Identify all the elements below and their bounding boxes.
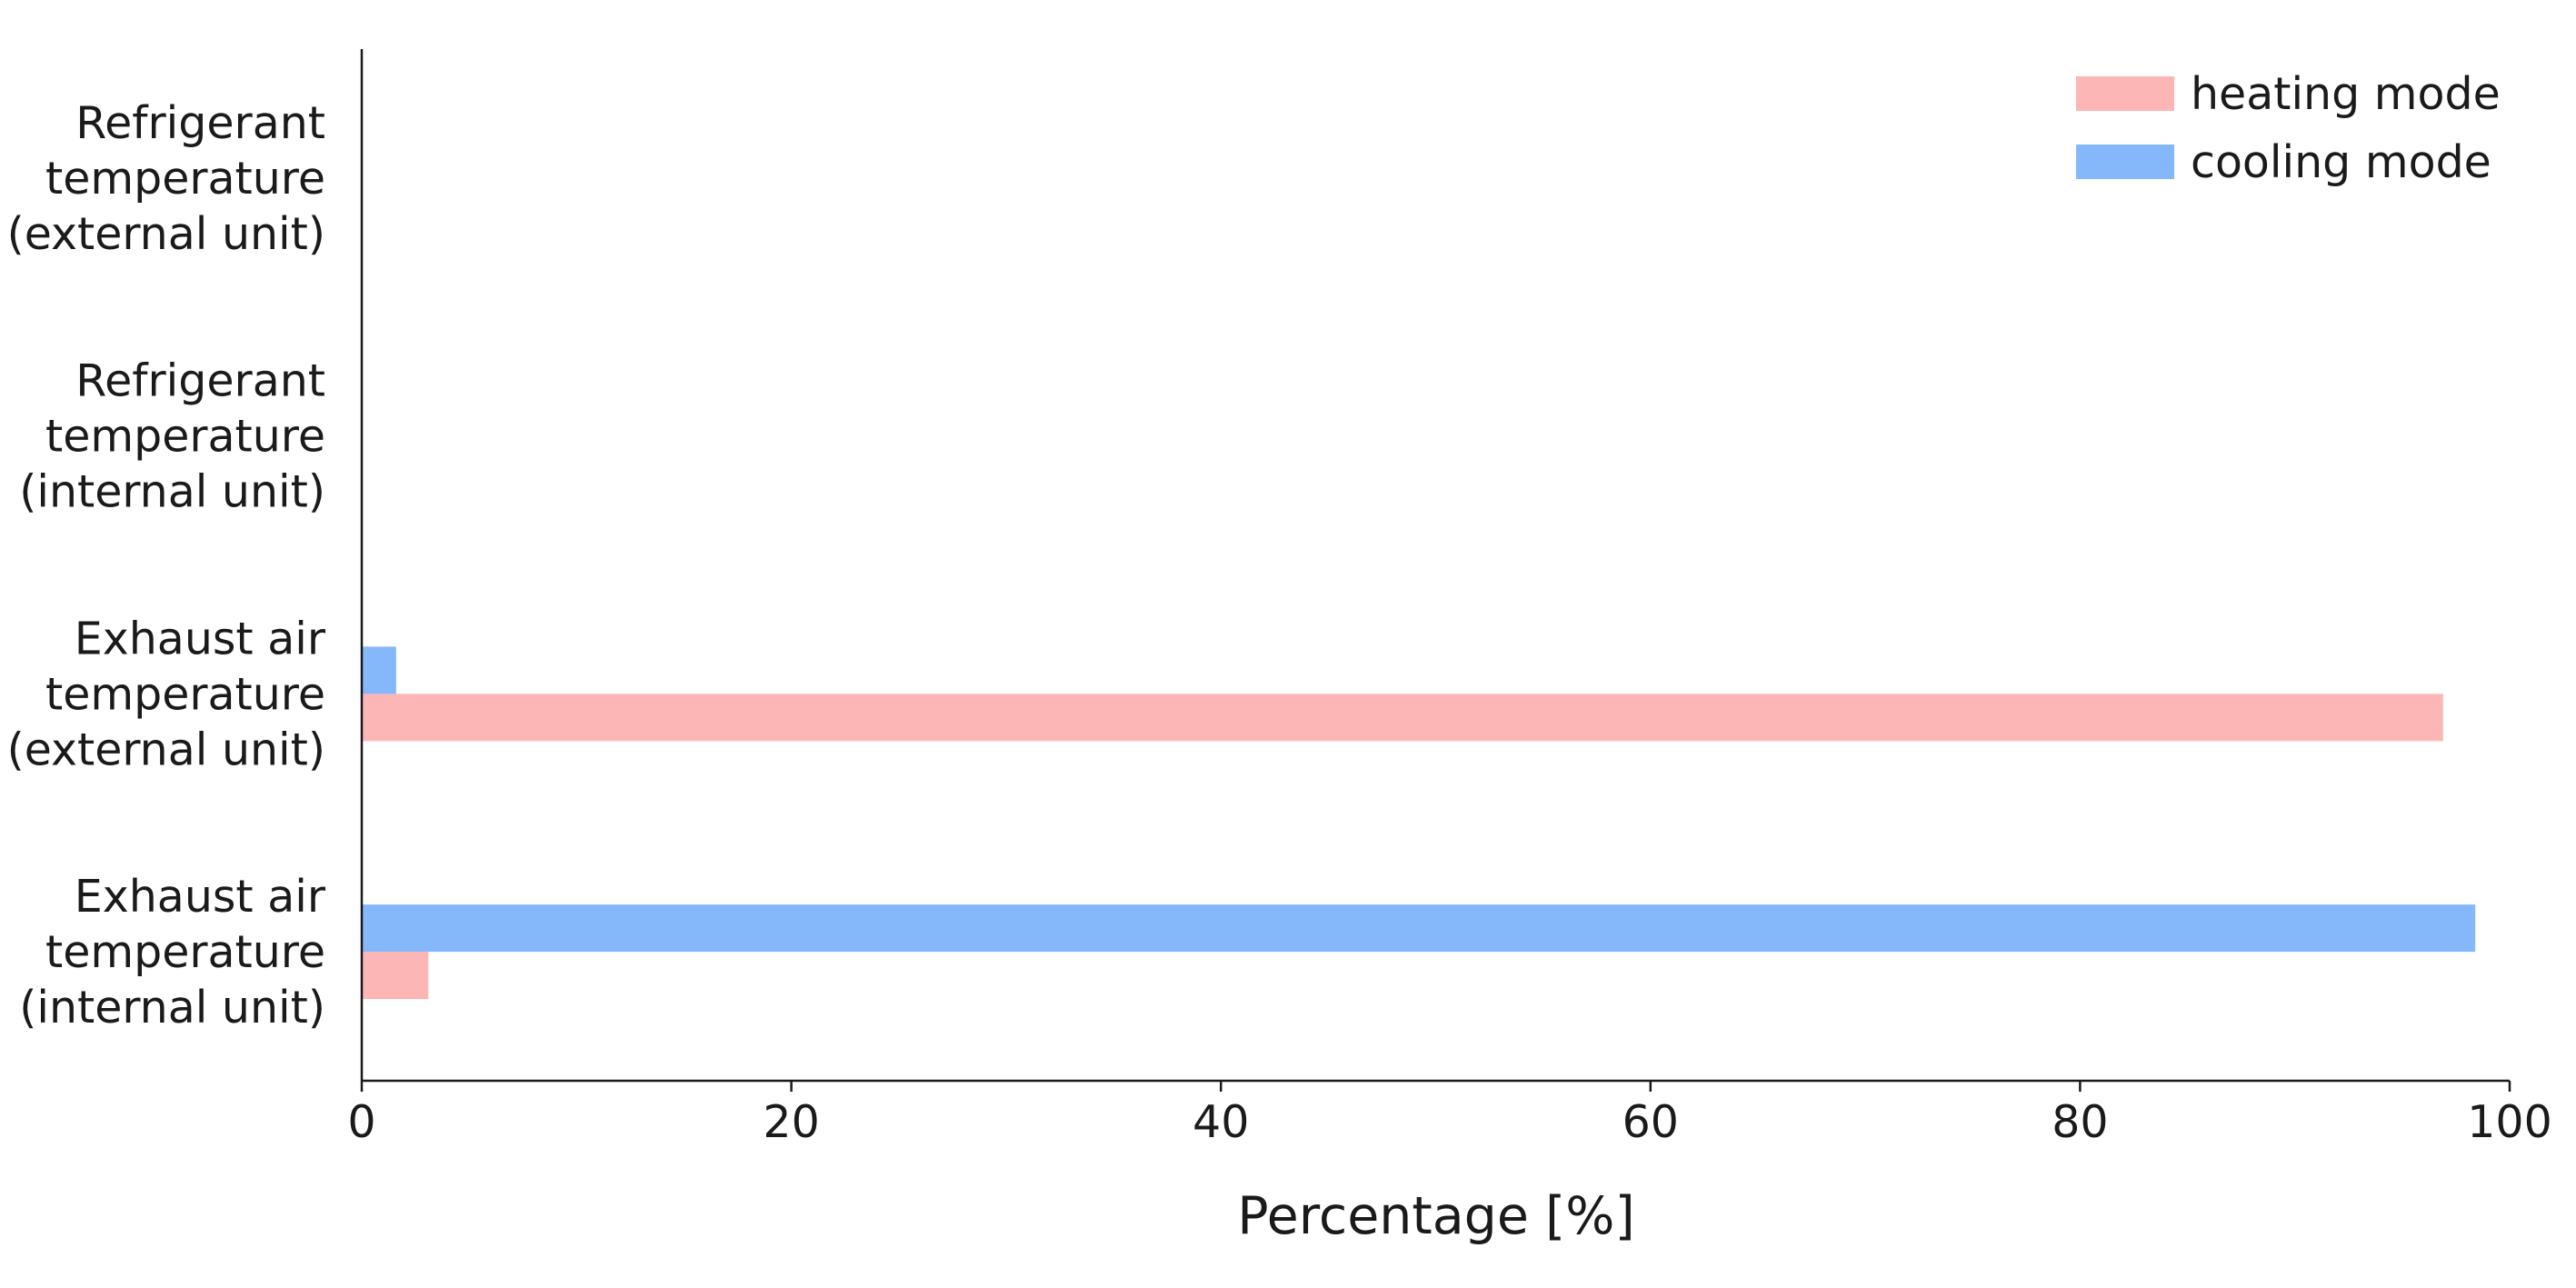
- category-label: Exhaust air temperature (internal unit): [19, 871, 326, 1033]
- category-label-line: temperature: [45, 926, 325, 978]
- x-tick-label: 40: [1193, 1096, 1249, 1148]
- category-labels: Refrigerant temperature (external unit)Ref…: [7, 97, 326, 1033]
- x-tick-label: 60: [1622, 1096, 1679, 1148]
- bars-group: [362, 646, 2476, 1000]
- x-axis-ticks: 0 20 40 60 80 100: [347, 1081, 2552, 1148]
- category-label-line: (external unit): [7, 208, 325, 260]
- legend-swatch-heating: [2076, 76, 2174, 111]
- x-tick-label: 100: [2467, 1096, 2552, 1148]
- category-label: Refrigerant temperature (external unit): [7, 97, 325, 260]
- legend-label-heating: heating mode: [2191, 68, 2501, 120]
- category-label-line: temperature: [45, 668, 325, 720]
- x-tick-label: 0: [347, 1096, 375, 1148]
- x-axis-title: Percentage [%]: [1237, 1186, 1634, 1246]
- legend-label-cooling: cooling mode: [2191, 136, 2491, 188]
- category-label-line: Exhaust air: [75, 613, 326, 664]
- x-tick-label: 80: [2052, 1096, 2108, 1148]
- category-label-line: Exhaust air: [75, 871, 326, 923]
- x-tick-label: 20: [763, 1096, 819, 1148]
- category-label: Exhaust air temperature (external unit): [7, 613, 326, 775]
- category-label-line: temperature: [45, 153, 325, 205]
- category-label-line: temperature: [45, 411, 325, 463]
- category-label-line: Refrigerant: [75, 97, 325, 149]
- category-label: Refrigerant temperature (internal unit): [19, 355, 325, 518]
- category-label-line: (internal unit): [19, 982, 325, 1033]
- bar-heating-mode-3: [362, 952, 429, 1000]
- bar-cooling-mode-2: [362, 646, 396, 694]
- category-label-line: Refrigerant: [75, 355, 325, 407]
- legend: heating mode cooling mode: [2076, 68, 2501, 188]
- bar-heating-mode-2: [362, 694, 2443, 742]
- category-label-line: (external unit): [7, 724, 325, 775]
- category-label-line: (internal unit): [19, 466, 325, 518]
- legend-swatch-cooling: [2076, 145, 2174, 179]
- bar-cooling-mode-3: [362, 904, 2476, 953]
